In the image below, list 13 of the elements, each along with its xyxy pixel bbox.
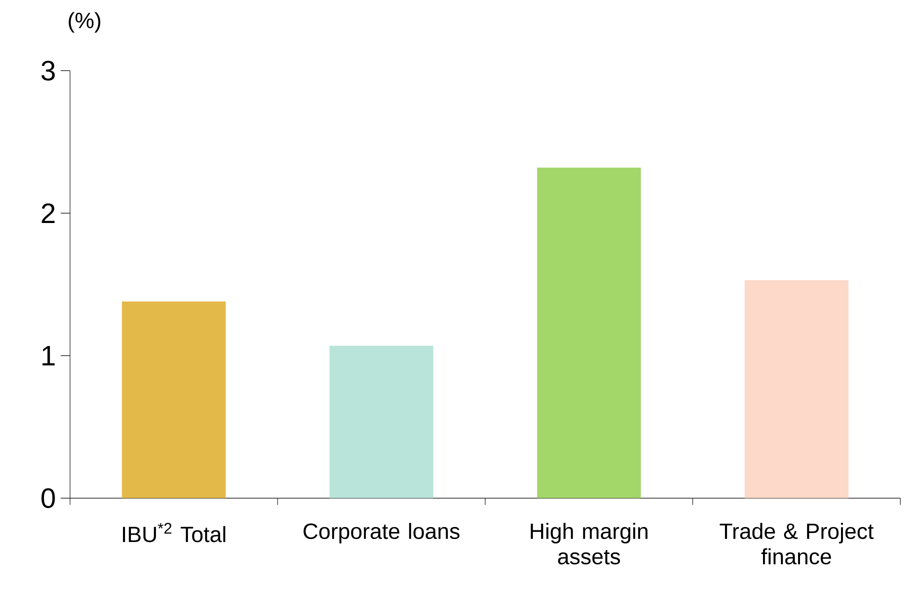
y-tick-label: 2 bbox=[42, 203, 55, 223]
y-tick-label: 3 bbox=[41, 60, 55, 80]
y-axis-title: (%) bbox=[68, 12, 100, 33]
bar bbox=[744, 280, 848, 498]
bar bbox=[122, 301, 226, 498]
y-tick-label: 0 bbox=[41, 488, 55, 508]
y-tick-label: 1 bbox=[42, 346, 55, 366]
bar bbox=[329, 346, 434, 498]
x-tick-label: IBU$^{*2}$ Total bbox=[122, 522, 226, 542]
x-tick-label: Trade & Project finance bbox=[720, 522, 874, 564]
x-tick-label: High margin assets bbox=[530, 522, 648, 564]
bar bbox=[537, 167, 641, 498]
x-tick-label: Corporate loans bbox=[304, 522, 460, 544]
